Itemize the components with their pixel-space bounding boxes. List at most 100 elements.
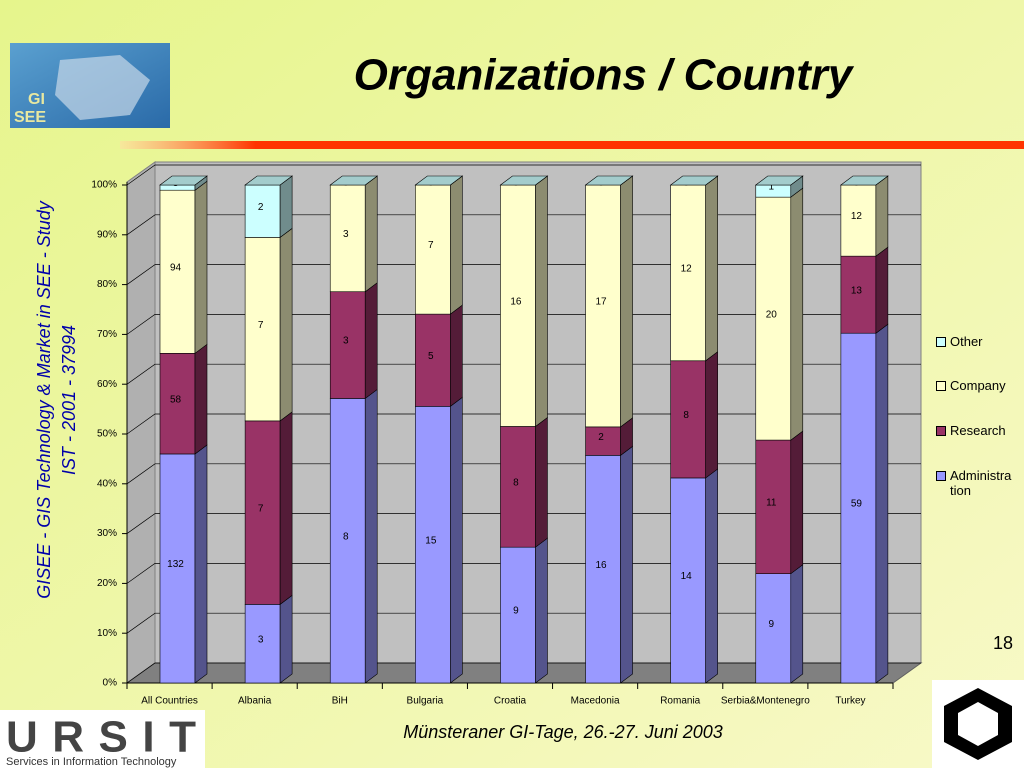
bar-segment	[755, 439, 792, 574]
data-label: 3	[343, 336, 349, 347]
legend-label: Administration	[950, 468, 1012, 498]
legend: Other Company Research Administration	[928, 322, 1020, 512]
bar-segment	[755, 573, 792, 684]
bar-segment	[415, 184, 451, 315]
chart: 0% 10% 20% 30% 40% 50% 60% 70% 80% 90% 100% All Cou…	[91, 161, 923, 707]
y-tick-label: 0%	[103, 678, 118, 689]
bar-side	[790, 187, 804, 441]
legend-swatch	[936, 426, 946, 436]
bar-segment	[415, 406, 451, 684]
data-label: 9	[768, 619, 774, 630]
data-label: 2	[598, 432, 604, 443]
grid-line	[126, 314, 921, 335]
bar-side	[450, 175, 463, 315]
y-tick-label: 20%	[97, 578, 117, 589]
x-tick-label: BiH	[332, 696, 348, 707]
legend-swatch	[936, 337, 946, 347]
y-tick-label: 90%	[97, 229, 117, 240]
bar-side	[875, 175, 889, 257]
grid-line	[126, 612, 921, 634]
y-tick-label: 30%	[97, 528, 117, 539]
bar-segment	[840, 332, 877, 684]
bar-top	[499, 175, 549, 186]
bar-side	[279, 594, 293, 684]
bar-side	[535, 416, 548, 548]
data-label: 20	[766, 309, 778, 320]
bar-side	[279, 411, 293, 605]
side-text: GISEE - GIS Technology & Market in SEE -…	[34, 200, 54, 599]
bar-side	[450, 304, 463, 407]
bar-top	[754, 175, 804, 186]
bar-side	[705, 351, 718, 479]
bar-side	[535, 537, 548, 684]
bar-segment	[585, 455, 621, 684]
page-number: 18	[993, 633, 1013, 653]
bar-side	[705, 468, 718, 684]
bar-side	[535, 175, 548, 428]
logo-bottom	[0, 710, 205, 768]
bar-segment	[159, 353, 196, 455]
data-label: 3	[343, 229, 349, 240]
y-tick-label: 50%	[97, 429, 117, 440]
bar-side	[790, 564, 804, 684]
data-label: 9	[513, 606, 519, 617]
bar-side	[364, 388, 378, 684]
grid-line	[126, 463, 921, 485]
logo-text: SEE	[14, 109, 46, 126]
data-label: 8	[683, 410, 689, 421]
bar-top	[329, 175, 379, 186]
data-label: 14	[681, 571, 693, 582]
x-tick-label: Albania	[238, 696, 272, 707]
bar-segment	[670, 477, 706, 684]
data-label: 94	[170, 262, 182, 273]
data-label: 3	[258, 634, 264, 645]
grid-line	[126, 513, 921, 534]
slide-title: Organizations / Country	[354, 51, 855, 100]
bar-side	[790, 430, 804, 575]
data-label: 8	[513, 477, 519, 488]
data-label: 12	[681, 264, 693, 275]
data-label: 1	[768, 182, 774, 193]
bar-side	[194, 343, 208, 455]
bar-segment	[755, 196, 792, 441]
bar-top	[669, 175, 719, 186]
grid-line	[126, 413, 921, 435]
grid-line	[126, 563, 921, 584]
bar-segment	[500, 426, 536, 548]
logo-map	[55, 55, 150, 120]
bar-side	[620, 175, 633, 428]
bar-segment	[244, 420, 281, 605]
bar-side	[194, 444, 208, 684]
data-label: 17	[595, 297, 607, 308]
legend-item: Company	[936, 378, 1014, 393]
x-tick-label: Bulgaria	[407, 696, 444, 707]
bar-side	[194, 180, 208, 354]
bar-segment	[415, 313, 451, 407]
data-label: 12	[851, 211, 863, 222]
bar-side	[279, 175, 293, 239]
data-label: 7	[258, 320, 264, 331]
bar-segment	[244, 604, 281, 684]
grid-line	[126, 363, 921, 385]
data-label: 2	[258, 202, 264, 213]
x-tick-label: All Countries	[141, 696, 198, 707]
bar-top	[839, 175, 889, 186]
bar-side	[875, 323, 889, 684]
data-label: 5	[428, 351, 434, 362]
data-label: 7	[428, 240, 434, 251]
bar-side	[364, 282, 378, 400]
bar-segment	[159, 453, 196, 684]
legend-label: Research	[950, 423, 1006, 438]
y-tick-label: 40%	[97, 478, 117, 489]
bar-segment	[244, 237, 281, 422]
data-label: 8	[343, 531, 349, 542]
legend-item: Administration	[936, 468, 1014, 498]
grid-line	[126, 164, 921, 186]
logo-text: GI	[28, 91, 45, 108]
bar-top	[584, 175, 634, 186]
y-tick-label: 10%	[97, 628, 117, 639]
side-text: IST - 2001 - 37994	[59, 325, 79, 475]
legend-item: Research	[936, 423, 1014, 438]
x-tick-label: Romania	[660, 696, 700, 707]
data-label: 15	[425, 535, 437, 546]
